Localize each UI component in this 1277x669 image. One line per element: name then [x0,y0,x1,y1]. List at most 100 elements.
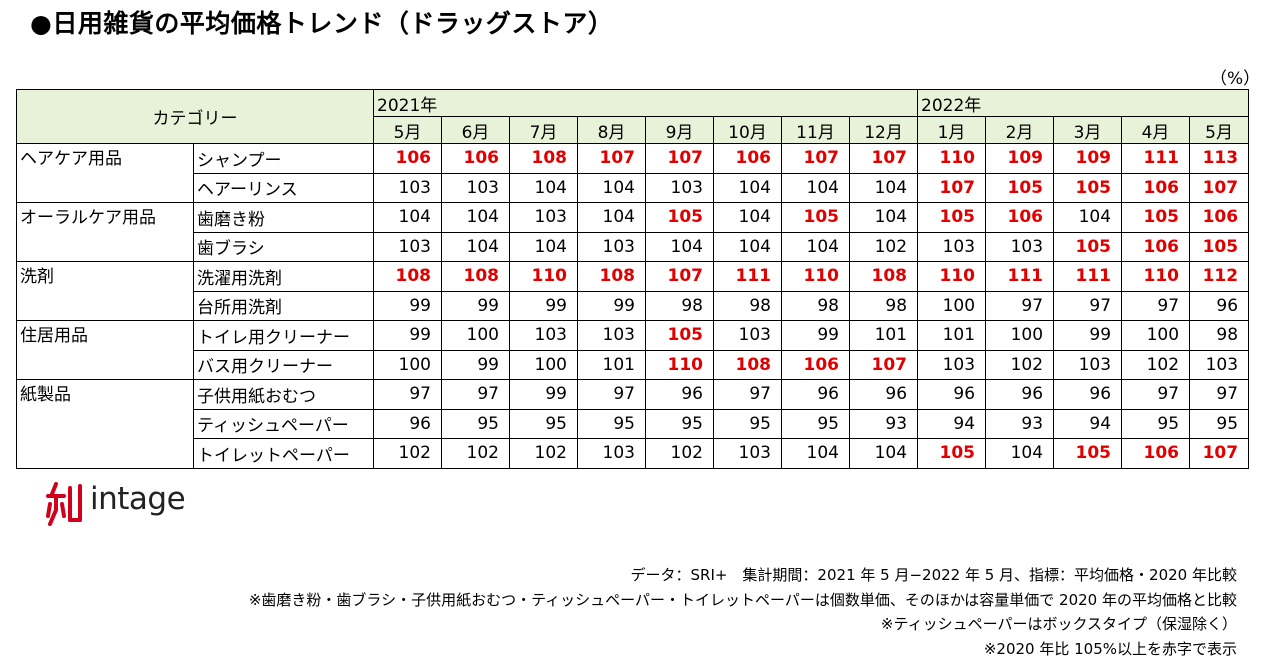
value-cell: 104 [441,231,510,262]
footnote: ※歯磨き粉・歯ブラシ・子供用紙おむつ・ティッシュペーパー・トイレットペーパーは個… [248,590,1237,609]
value-cell: 105 [1053,172,1123,203]
value-cell: 104 [1053,202,1123,233]
value-cell: 96 [1053,379,1123,410]
value-cell: 106 [441,143,510,174]
value-cell: 108 [848,261,919,292]
value-cell: 103 [713,320,782,351]
value-cell: 100 [985,320,1055,351]
value-cell: 103 [509,320,578,351]
value-cell: 103 [1053,349,1123,380]
table-row: ヘアーリンス 103 103 104 104 103 104 104 104 107 105 105 1… [17,172,1250,203]
value-cell: 111 [713,261,782,292]
year-header: 2021年 [372,89,919,117]
value-cell: 110 [509,261,578,292]
value-cell: 98 [645,290,714,321]
value-cell: 103 [985,231,1055,262]
value-cell: 106 [1189,202,1250,233]
value-cell: 104 [509,172,578,203]
value-cell: 103 [917,231,987,262]
value-cell: 95 [1189,408,1250,439]
value-cell: 105 [917,438,987,469]
value-cell: 99 [373,320,442,351]
value-cell: 106 [373,143,442,174]
value-cell: 103 [1189,349,1250,380]
table-row: バス用クリーナー 100 99 100 101 110 108 106 107 103 102 103… [17,349,1250,380]
value-cell: 104 [373,202,442,233]
value-cell: 102 [373,438,442,469]
value-cell: 102 [1121,349,1191,380]
category-cell: 洗剤 [16,261,194,321]
value-cell: 97 [1053,290,1123,321]
value-cell: 104 [509,231,578,262]
value-cell: 97 [1189,379,1250,410]
table-row: 洗剤 洗濯用洗剤 108 108 110 108 107 111 110 108 110 111 111… [16,261,1250,321]
value-cell: 108 [713,349,782,380]
table-row: 歯ブラシ 103 104 104 103 104 104 104 102 103 103 105 106… [17,231,1250,262]
category-cell: オーラルケア用品 [16,202,194,262]
value-cell: 106 [1121,438,1191,469]
value-cell: 106 [985,202,1055,233]
item-name-cell: トイレ用クリーナー [193,320,374,351]
category-header: カテゴリー [16,89,374,144]
footnote: ※2020 年比 105%以上を赤字で表示 [983,639,1237,658]
value-cell: 103 [577,231,646,262]
month-header: 7月 [509,116,578,144]
value-cell: 105 [1189,231,1250,262]
value-cell: 100 [441,320,510,351]
value-cell: 104 [645,231,714,262]
value-cell: 107 [917,172,987,203]
value-cell: 107 [577,143,646,174]
value-cell: 111 [1121,143,1191,174]
item-name-cell: シャンプー [193,143,374,174]
month-header: 6月 [441,116,510,144]
category-cell: 住居用品 [16,320,194,380]
value-cell: 104 [848,172,919,203]
value-cell: 101 [577,349,646,380]
value-cell: 96 [373,408,442,439]
value-cell: 107 [645,143,714,174]
value-cell: 96 [1189,290,1250,321]
value-cell: 98 [781,290,850,321]
value-cell: 96 [917,379,987,410]
category-cell: ヘアケア用品 [16,143,194,203]
value-cell: 97 [1121,290,1191,321]
table-row: トイレットペーパー 102 102 102 103 102 103 104 104 105 104 1… [17,438,1250,469]
value-cell: 105 [781,202,850,233]
value-cell: 103 [713,438,782,469]
footnote: ※ティッシュペーパーはボックスタイプ（保湿除く） [880,615,1237,633]
value-cell: 108 [577,261,646,292]
month-header: 11月 [781,116,850,144]
value-cell: 100 [509,349,578,380]
month-header: 12月 [848,116,919,144]
value-cell: 110 [645,349,714,380]
month-header: 5月 [373,116,442,144]
value-cell: 102 [645,438,714,469]
value-cell: 103 [373,231,442,262]
year-header: 2022年 [917,89,1250,117]
value-cell: 102 [848,231,919,262]
value-cell: 104 [781,172,850,203]
month-header: 8月 [577,116,646,144]
value-cell: 109 [1053,143,1123,174]
value-cell: 107 [1189,172,1250,203]
month-header: 5月 [1189,116,1250,144]
value-cell: 107 [781,143,850,174]
footnote: データ：SRI+ 集計期間：2021 年 5 月−2022 年 5 月、指標：平… [630,566,1238,584]
month-header: 10月 [713,116,782,144]
value-cell: 108 [509,143,578,174]
value-cell: 105 [1053,438,1123,469]
month-header: 2月 [985,116,1055,144]
value-cell: 93 [985,408,1055,439]
price-trend-table: カテゴリー 2021年 2022年 5月 6月 7月 8月 9月 10月 11月 12月 1月 2… [16,89,1250,469]
item-name-cell: 洗濯用洗剤 [193,261,374,292]
year-header-row: カテゴリー 2021年 2022年 [16,89,1250,144]
value-cell: 100 [917,290,987,321]
value-cell: 104 [713,231,782,262]
value-cell: 96 [985,379,1055,410]
footnotes: データ：SRI+ 集計期間：2021 年 5 月−2022 年 5 月、指標：平… [249,563,1237,661]
value-cell: 102 [441,438,510,469]
value-cell: 98 [848,290,919,321]
category-cell: 紙製品 [16,379,194,469]
value-cell: 94 [917,408,987,439]
value-cell: 106 [781,349,850,380]
